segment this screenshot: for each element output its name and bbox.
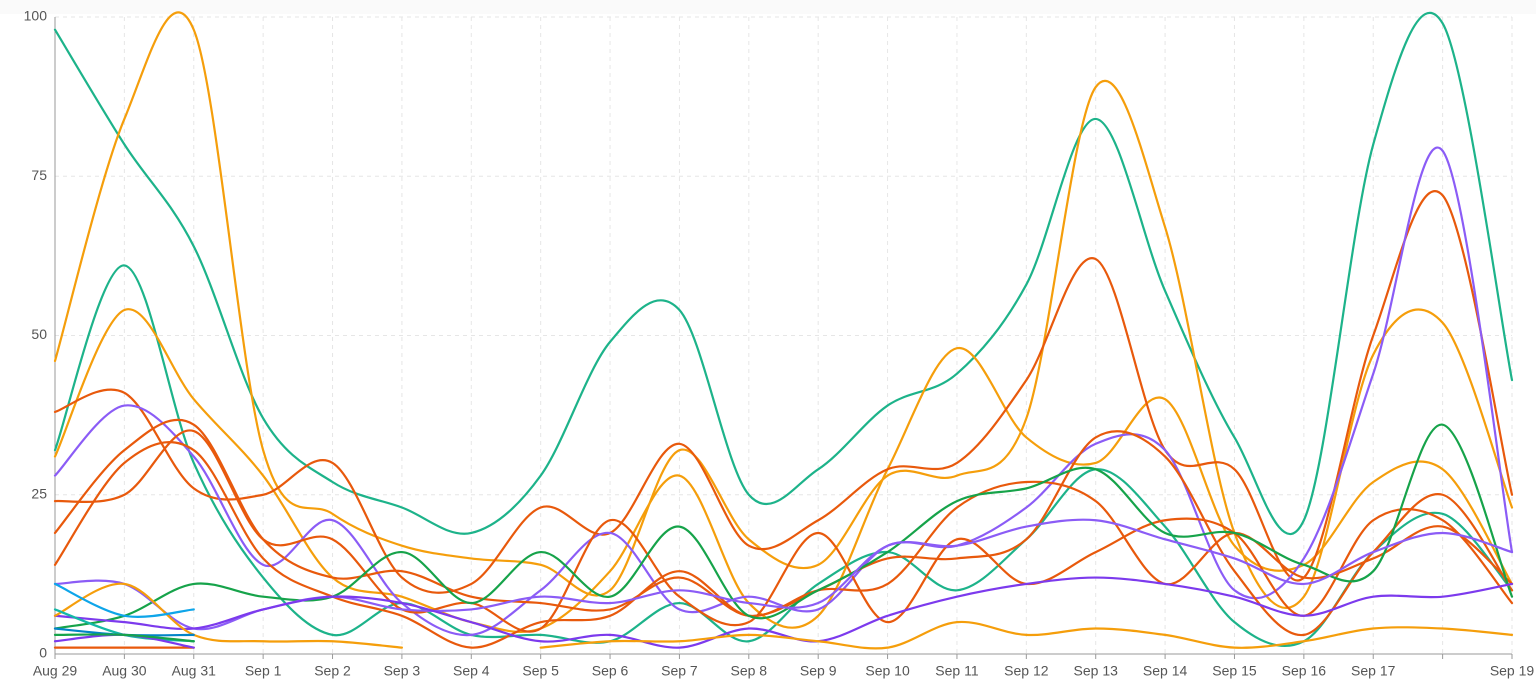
x-tick-label: Sep 5: [522, 663, 559, 679]
x-tick-label: Sep 7: [661, 663, 698, 679]
x-tick-label: Sep 14: [1143, 663, 1188, 679]
x-tick-label: Sep 11: [935, 663, 979, 679]
x-tick-label: Sep 9: [800, 663, 837, 679]
x-tick-label: Sep 13: [1074, 663, 1119, 679]
x-tick-label: Sep 4: [453, 663, 490, 679]
top-band: [0, 0, 1536, 14]
x-tick-label: Aug 30: [102, 663, 147, 679]
series-line: [53, 11, 1514, 610]
y-tick-label: 0: [39, 645, 47, 661]
series-line: [53, 633, 195, 643]
series-line: [53, 582, 1514, 650]
x-tick-label: Sep 1: [245, 663, 282, 679]
x-tick-label: Sep 2: [314, 663, 351, 679]
x-tick-label: Sep 19: [1490, 663, 1535, 679]
series-line: [53, 264, 1514, 647]
y-tick-label: 100: [24, 8, 48, 24]
x-tick-label: Sep 17: [1351, 663, 1396, 679]
series-line: [53, 11, 1514, 536]
x-tick-label: Aug 29: [33, 663, 78, 679]
series-line: [53, 441, 1514, 649]
x-tick-label: Sep 15: [1212, 663, 1257, 679]
series-line: [53, 146, 1514, 637]
x-tick-label: Sep 12: [1004, 663, 1049, 679]
series-line: [53, 582, 195, 618]
x-tick-label: Sep 3: [384, 663, 421, 679]
series-line: [53, 423, 1514, 630]
y-tick-label: 75: [31, 167, 47, 183]
x-tick-label: Sep 10: [865, 663, 910, 679]
y-tick-label: 50: [31, 326, 47, 342]
series-line: [53, 418, 1514, 636]
series-line: [53, 576, 1514, 649]
y-tick-label: 25: [31, 485, 47, 501]
x-tick-label: Sep 16: [1282, 663, 1327, 679]
x-tick-label: Sep 6: [592, 663, 629, 679]
x-tick-label: Aug 31: [172, 663, 217, 679]
series-line: [53, 190, 1514, 594]
x-tick-label: Sep 8: [731, 663, 768, 679]
series-line: [53, 429, 1514, 633]
